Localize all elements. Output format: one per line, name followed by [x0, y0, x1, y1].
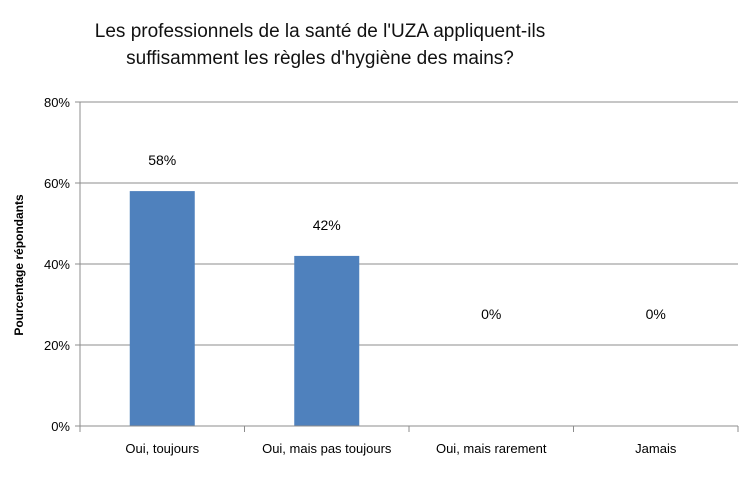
- x-category-label: Oui, mais rarement: [436, 441, 547, 456]
- x-category-label: Jamais: [635, 441, 677, 456]
- axes: [75, 101, 739, 432]
- bar: [294, 255, 360, 426]
- y-tick-label: 40%: [44, 257, 70, 272]
- data-label-background: [464, 302, 519, 326]
- bar: [129, 191, 195, 426]
- data-label-background: [135, 148, 190, 173]
- y-axis-label: Pourcentage répondants: [12, 194, 26, 336]
- x-category-labels: Oui, toujours Oui, mais pas toujours Oui, …: [125, 441, 676, 456]
- data-labels: 58% 42% 0% 0%: [135, 148, 683, 326]
- data-label: 58%: [148, 152, 176, 168]
- y-tick-label: 20%: [44, 338, 70, 353]
- y-tick-label: 60%: [44, 176, 70, 191]
- chart-title-line-1: Les professionnels de la santé de l'UZA …: [94, 21, 546, 42]
- x-category-label: Oui, mais pas toujours: [262, 441, 392, 456]
- y-tick-label: 0%: [51, 419, 70, 434]
- data-label: 0%: [646, 306, 666, 322]
- data-label-background: [299, 212, 354, 237]
- chart-title: Les professionnels de la santé de l'UZA …: [0, 18, 640, 72]
- chart-title-line-2: suffisamment les règles d'hygiène des ma…: [126, 48, 514, 69]
- data-label: 42%: [313, 217, 341, 233]
- y-tick-label: 80%: [44, 95, 70, 110]
- x-category-label: Oui, toujours: [125, 441, 199, 456]
- bars: [129, 191, 360, 426]
- data-label: 0%: [481, 306, 501, 322]
- y-tick-labels: 0% 20% 40% 60% 80%: [44, 95, 70, 434]
- data-label-background: [628, 302, 683, 326]
